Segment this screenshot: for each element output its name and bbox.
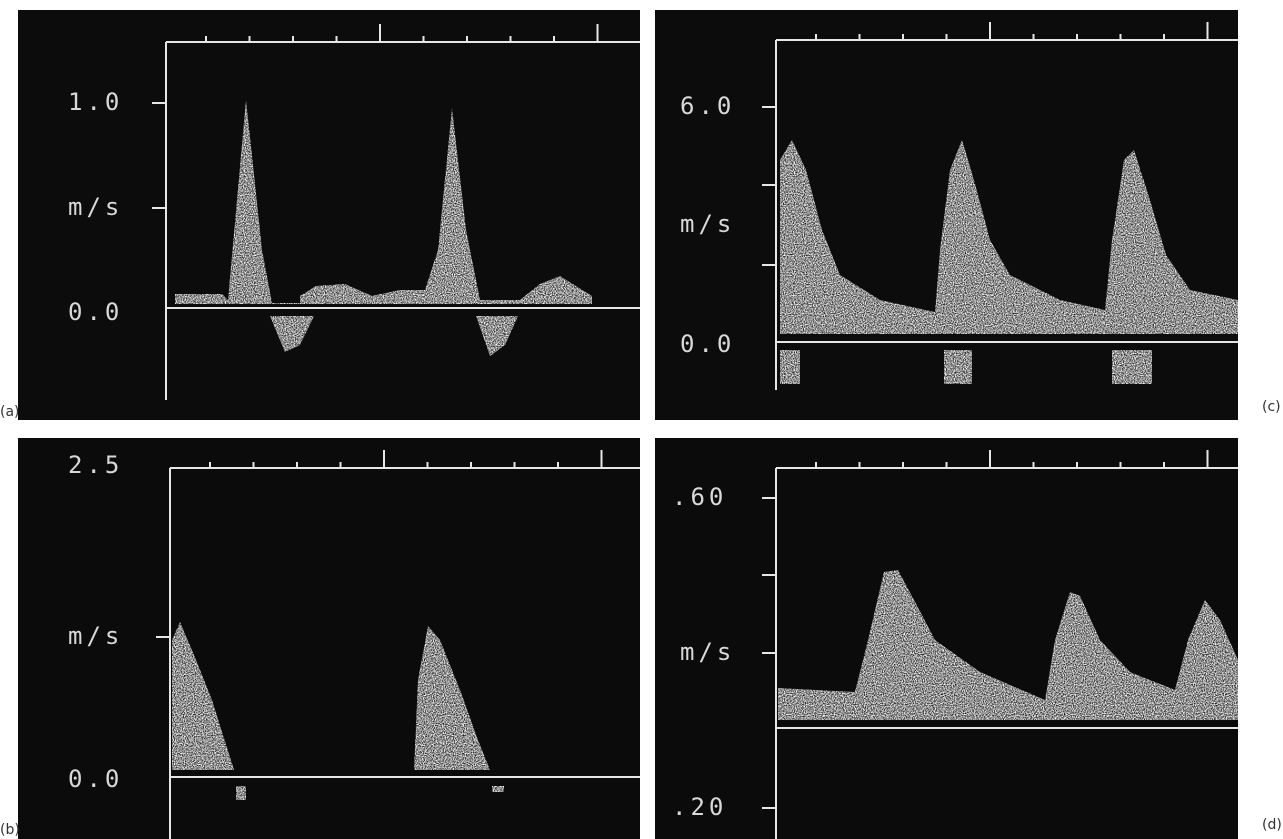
panel-label: (a) bbox=[0, 404, 20, 420]
y-top-label: 1.0 bbox=[68, 88, 123, 116]
panel-d bbox=[655, 438, 1238, 839]
panel-label: (c) bbox=[1262, 399, 1281, 415]
panel-label: (b) bbox=[0, 822, 20, 838]
panel-label: (d) bbox=[1262, 817, 1282, 833]
y-bottom-label: 0.0 bbox=[680, 330, 735, 358]
y-top-label: 6.0 bbox=[680, 92, 735, 120]
y-bottom-label: .20 bbox=[672, 793, 727, 821]
y-top-label: 2.5 bbox=[68, 451, 123, 479]
y-bottom-label: 0.0 bbox=[68, 765, 123, 793]
y-top-label: .60 bbox=[672, 483, 727, 511]
page: 1.0 m/s 0.0 (a) 2.5 m/s 0.0 (b) 6.0 m/s … bbox=[0, 0, 1283, 839]
y-unit-label: m/s bbox=[68, 193, 123, 221]
y-unit-label: m/s bbox=[680, 210, 735, 238]
y-unit-label: m/s bbox=[68, 622, 123, 650]
y-bottom-label: 0.0 bbox=[68, 298, 123, 326]
figure: 1.0 m/s 0.0 (a) 2.5 m/s 0.0 (b) 6.0 m/s … bbox=[0, 0, 1283, 839]
y-unit-label: m/s bbox=[680, 638, 735, 666]
